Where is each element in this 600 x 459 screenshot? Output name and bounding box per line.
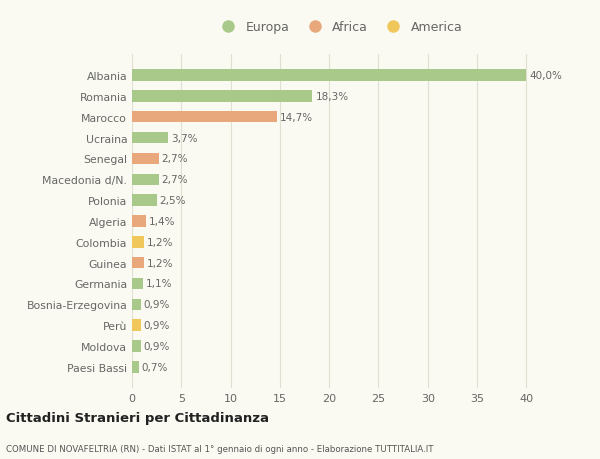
Bar [132, 341, 141, 352]
Bar [132, 361, 139, 373]
Text: 2,5%: 2,5% [160, 196, 186, 206]
Text: 3,7%: 3,7% [172, 133, 198, 143]
Bar [132, 195, 157, 207]
Text: 1,1%: 1,1% [146, 279, 172, 289]
Bar [132, 278, 143, 290]
Bar [132, 299, 141, 310]
Bar [132, 236, 144, 248]
Text: 2,7%: 2,7% [161, 154, 188, 164]
Legend: Europa, Africa, America: Europa, Africa, America [216, 22, 462, 34]
Text: COMUNE DI NOVAFELTRIA (RN) - Dati ISTAT al 1° gennaio di ogni anno - Elaborazion: COMUNE DI NOVAFELTRIA (RN) - Dati ISTAT … [6, 444, 433, 453]
Bar [132, 216, 146, 227]
Text: Cittadini Stranieri per Cittadinanza: Cittadini Stranieri per Cittadinanza [6, 412, 269, 425]
Bar [132, 257, 144, 269]
Text: 1,4%: 1,4% [149, 217, 175, 226]
Text: 0,9%: 0,9% [144, 320, 170, 330]
Bar [132, 174, 158, 185]
Text: 18,3%: 18,3% [316, 92, 349, 102]
Bar [132, 91, 313, 102]
Text: 0,9%: 0,9% [144, 341, 170, 351]
Text: 40,0%: 40,0% [529, 71, 562, 81]
Bar [132, 320, 141, 331]
Text: 0,9%: 0,9% [144, 300, 170, 310]
Text: 0,7%: 0,7% [142, 362, 168, 372]
Text: 1,2%: 1,2% [147, 237, 173, 247]
Text: 14,7%: 14,7% [280, 112, 313, 123]
Bar [132, 133, 169, 144]
Text: 2,7%: 2,7% [161, 175, 188, 185]
Text: 1,2%: 1,2% [147, 258, 173, 268]
Bar [132, 153, 158, 165]
Bar [132, 112, 277, 123]
Bar [132, 70, 526, 82]
